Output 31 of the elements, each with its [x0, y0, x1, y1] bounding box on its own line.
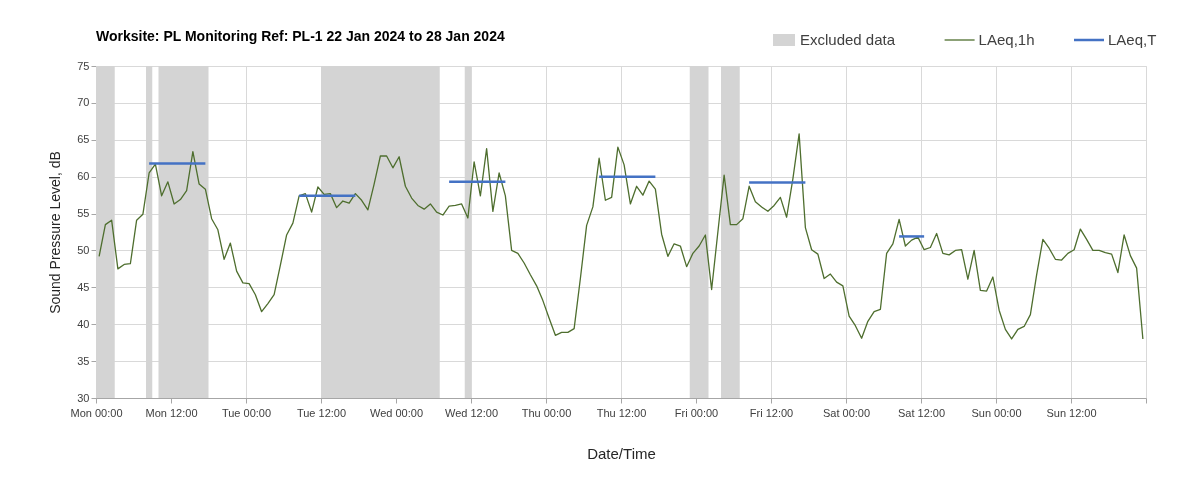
y-tick-label: 70 — [77, 96, 90, 109]
x-tick-label: Wed 12:00 — [444, 406, 499, 419]
legend-label: LAeq,1h — [978, 31, 1035, 48]
x-tick-label: Mon 12:00 — [145, 406, 198, 419]
legend-label: Excluded data — [800, 31, 896, 48]
x-tick-label: Tue 00:00 — [221, 406, 272, 419]
legend-label: LAeq,T — [1108, 31, 1157, 48]
x-tick-label: Sat 12:00 — [897, 406, 946, 419]
y-tick-label: 45 — [77, 280, 90, 293]
line-series — [98, 133, 1144, 340]
x-tick-label: Fri 12:00 — [749, 406, 794, 419]
x-tick-label: Tue 12:00 — [296, 406, 347, 419]
y-tick-label: 30 — [77, 391, 90, 404]
x-tick-label: Wed 00:00 — [369, 406, 424, 419]
y-tick-label: 75 — [77, 59, 90, 72]
y-tick-label: 60 — [77, 170, 90, 183]
x-tick-label: Sun 12:00 — [1046, 406, 1097, 419]
x-tick-label: Sat 00:00 — [822, 406, 871, 419]
x-tick-label: Thu 12:00 — [596, 406, 647, 419]
y-tick-label: 35 — [77, 354, 90, 367]
x-axis-title: Date/Time — [587, 444, 656, 462]
x-tick-label: Fri 00:00 — [674, 406, 719, 419]
x-tick-label: Mon 00:00 — [70, 406, 123, 419]
y-tick-label: 40 — [77, 317, 90, 330]
y-tick-label: 65 — [77, 133, 90, 146]
y-tick-label: 55 — [77, 207, 90, 220]
y-tick-label: 50 — [77, 243, 90, 256]
y-axis-title: Sound Pressure Level, dB — [47, 151, 64, 314]
x-tick-label: Thu 00:00 — [521, 406, 572, 419]
chart-title: Worksite: PL Monitoring Ref: PL-1 22 Jan 2024 to 28 Jan 2024 — [96, 28, 505, 44]
x-tick-label: Sun 00:00 — [971, 406, 1022, 419]
